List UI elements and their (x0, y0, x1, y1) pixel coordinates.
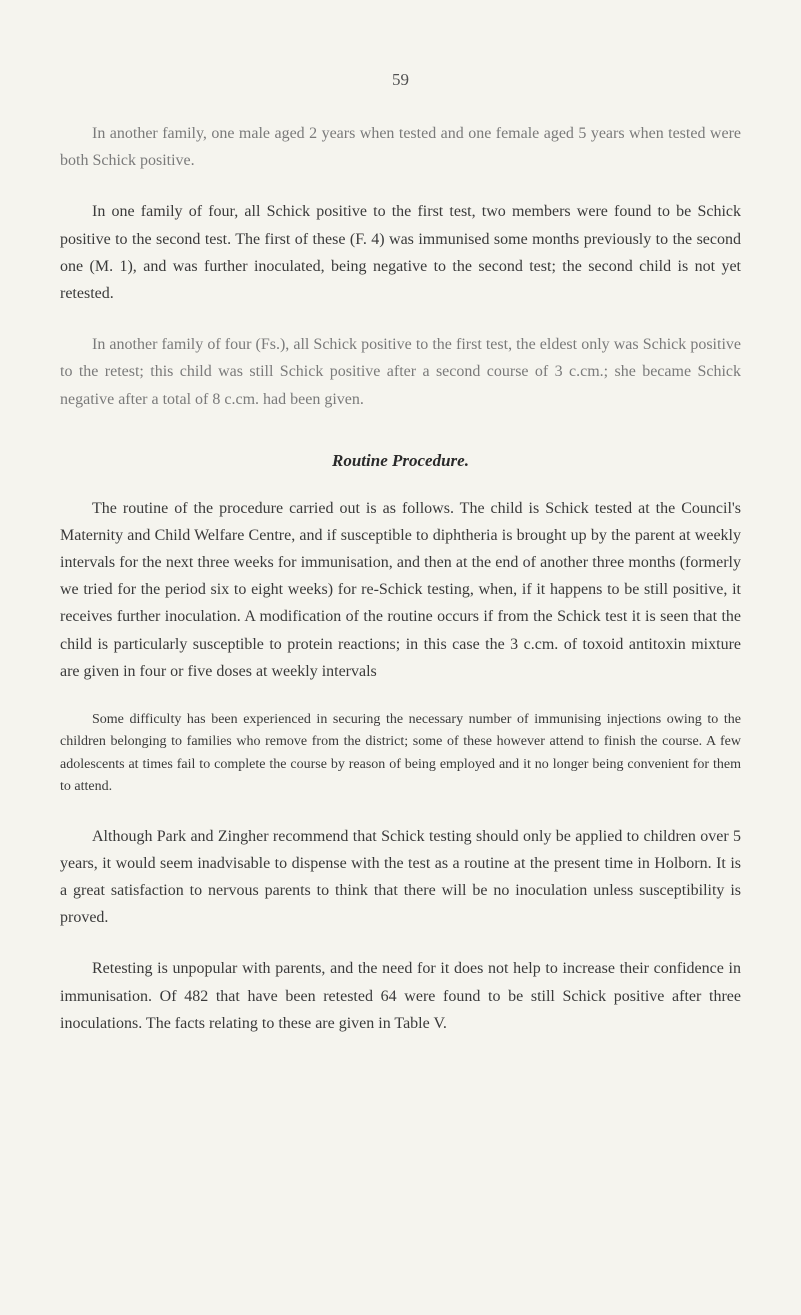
paragraph-2: In one family of four, all Schick positi… (60, 198, 741, 307)
paragraph-5: Some difficulty has been experienced in … (60, 709, 741, 799)
page-number: 59 (60, 70, 741, 90)
paragraph-3: In another family of four (Fs.), all Sch… (60, 331, 741, 413)
section-title: Routine Procedure. (60, 451, 741, 471)
paragraph-1: In another family, one male aged 2 years… (60, 120, 741, 174)
paragraph-4: The routine of the procedure carried out… (60, 495, 741, 685)
paragraph-7: Retesting is unpopular with parents, and… (60, 955, 741, 1037)
paragraph-6: Although Park and Zingher recommend that… (60, 823, 741, 932)
